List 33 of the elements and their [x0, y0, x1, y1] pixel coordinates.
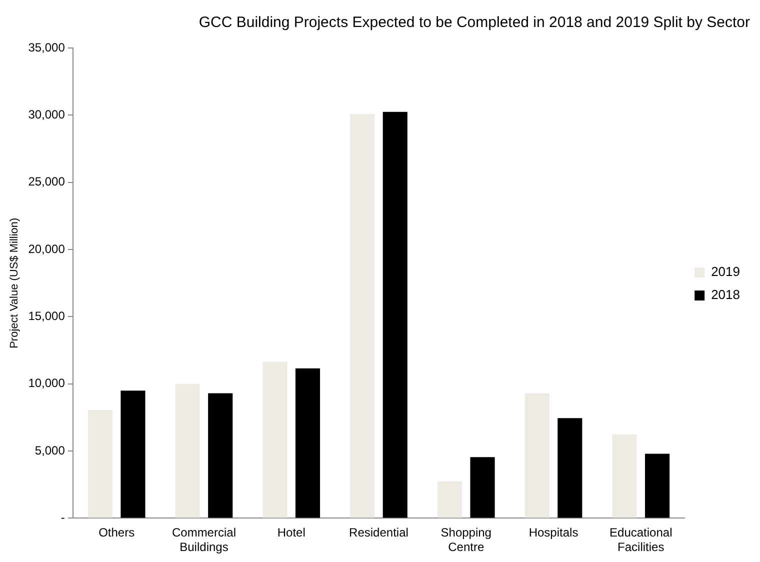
x-tick-label: Educational Facilities — [610, 526, 672, 554]
bar — [524, 393, 550, 518]
y-tick-label: 20,000 — [28, 242, 66, 256]
x-tick-label: Hotel — [277, 526, 306, 540]
bar — [644, 454, 670, 518]
y-tick-label: 35,000 — [28, 40, 66, 54]
legend-label: 2018 — [711, 287, 740, 302]
bar — [88, 410, 112, 518]
bar — [437, 481, 462, 518]
bar — [120, 390, 146, 518]
bar — [350, 114, 375, 518]
bar — [262, 362, 288, 518]
x-tick-label: Residential — [349, 526, 408, 540]
x-tick-label: Commercial Buildings — [172, 526, 236, 554]
legend-label: 2019 — [711, 264, 740, 280]
bar — [558, 418, 582, 518]
x-tick-label: Others — [98, 526, 135, 540]
chart-title: GCC Building Projects Expected to be Completed in 2018 and 2019 Split by Sector — [198, 14, 750, 32]
y-tick-label: 10,000 — [28, 376, 66, 390]
bar — [382, 112, 408, 518]
y-tick-label: 25,000 — [28, 174, 66, 189]
x-tick-label: Shopping Centre — [440, 526, 492, 554]
bar — [175, 384, 200, 518]
bar — [295, 368, 320, 518]
bar — [470, 457, 495, 518]
y-tick-label: - — [60, 510, 65, 525]
y-tick-label: 15,000 — [28, 309, 66, 323]
y-axis-title: Project Value (US$ Million) — [8, 218, 21, 348]
y-tick-label: 5,000 — [34, 443, 66, 458]
x-tick-label: Hospitals — [528, 526, 578, 540]
bar — [612, 434, 637, 518]
bar — [208, 393, 233, 518]
y-tick-label: 30,000 — [28, 107, 66, 122]
